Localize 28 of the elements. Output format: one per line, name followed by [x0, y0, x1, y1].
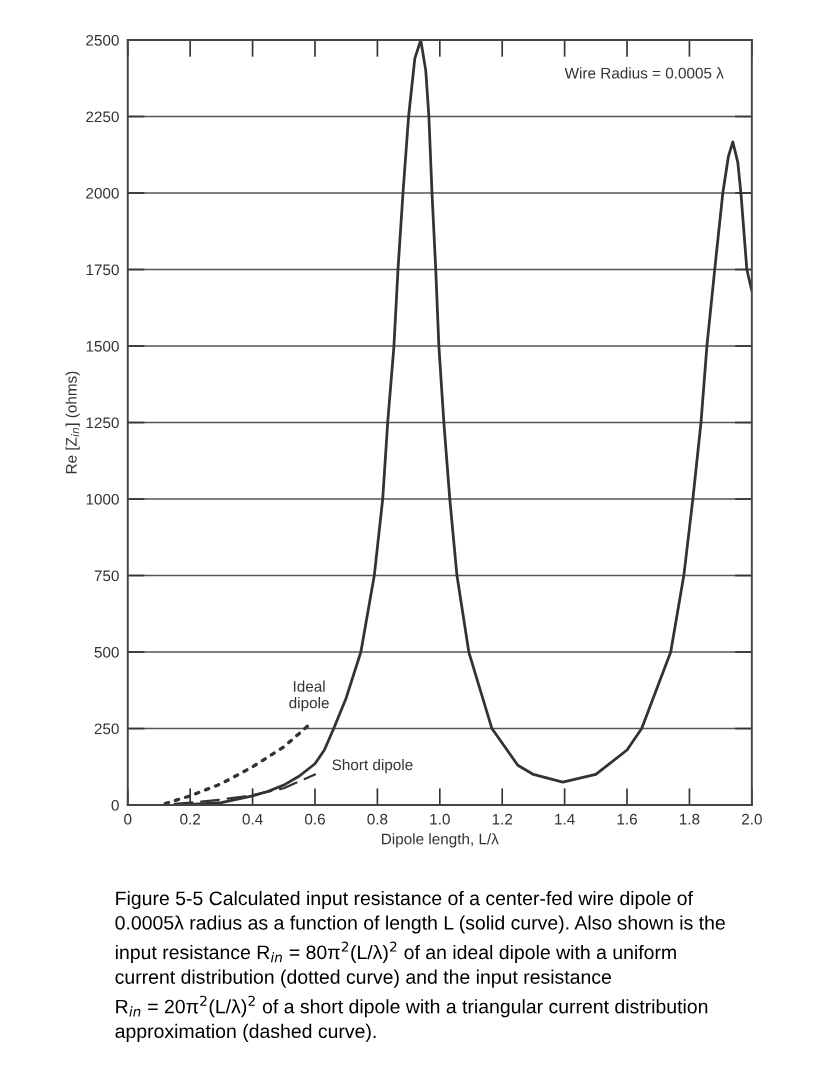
- y-tick-label: 0: [111, 799, 119, 811]
- y-tick-label: 2500: [86, 34, 119, 46]
- x-tick-label: 0.6: [304, 813, 325, 825]
- y-tick-label: 1000: [86, 493, 119, 505]
- series-label: Ideal dipole: [289, 680, 329, 712]
- y-tick-label: 1250: [86, 417, 119, 429]
- y-tick-label: 1500: [86, 340, 119, 352]
- annotation: Wire Radius = 0.0005 λ: [564, 67, 724, 79]
- x-tick-label: 0.2: [180, 813, 201, 825]
- y-axis-title: Re [Z$_{in}$] (ohms): [65, 371, 80, 474]
- y-tick-label: 250: [94, 723, 119, 735]
- series-label: Short dipole: [332, 759, 413, 774]
- y-tick-label: 750: [94, 570, 119, 582]
- x-tick-label: 1.2: [492, 813, 513, 825]
- y-tick-label: 500: [94, 646, 119, 658]
- x-tick-label: 1.8: [679, 813, 700, 825]
- x-tick-label: 0.8: [367, 813, 388, 825]
- text: Figure 5-5 Calculated input resistance of a center-fed wire dipole of 0.0005λ radius as a function of length L (solid curve). Also shown is the input resistance R$_{in}$ = 80π$^{2}$(L/λ)$^{2}$ of an ideal dipole with a uniform current distribution (dotted curve) and the input resistance R$_{in}$ = 20π$^{2}$(L/λ)$^{2}$ of a short dipole with a triangular current distribution approximation (dashed curve).: [115, 890, 725, 1042]
- x-tick-label: 1.0: [430, 813, 450, 825]
- x-tick-label: 0.4: [242, 813, 263, 825]
- x-axis-title: Dipole length, L/λ: [382, 833, 499, 848]
- y-tick-label: 2250: [86, 111, 119, 123]
- x-tick-label: 0: [124, 813, 132, 825]
- y-tick-label: 2000: [86, 187, 119, 199]
- x-tick-label: 1.4: [555, 813, 575, 825]
- x-tick-label: 2.0: [741, 813, 762, 825]
- y-tick-label: 1750: [86, 264, 119, 276]
- x-tick-label: 1.6: [617, 813, 637, 825]
